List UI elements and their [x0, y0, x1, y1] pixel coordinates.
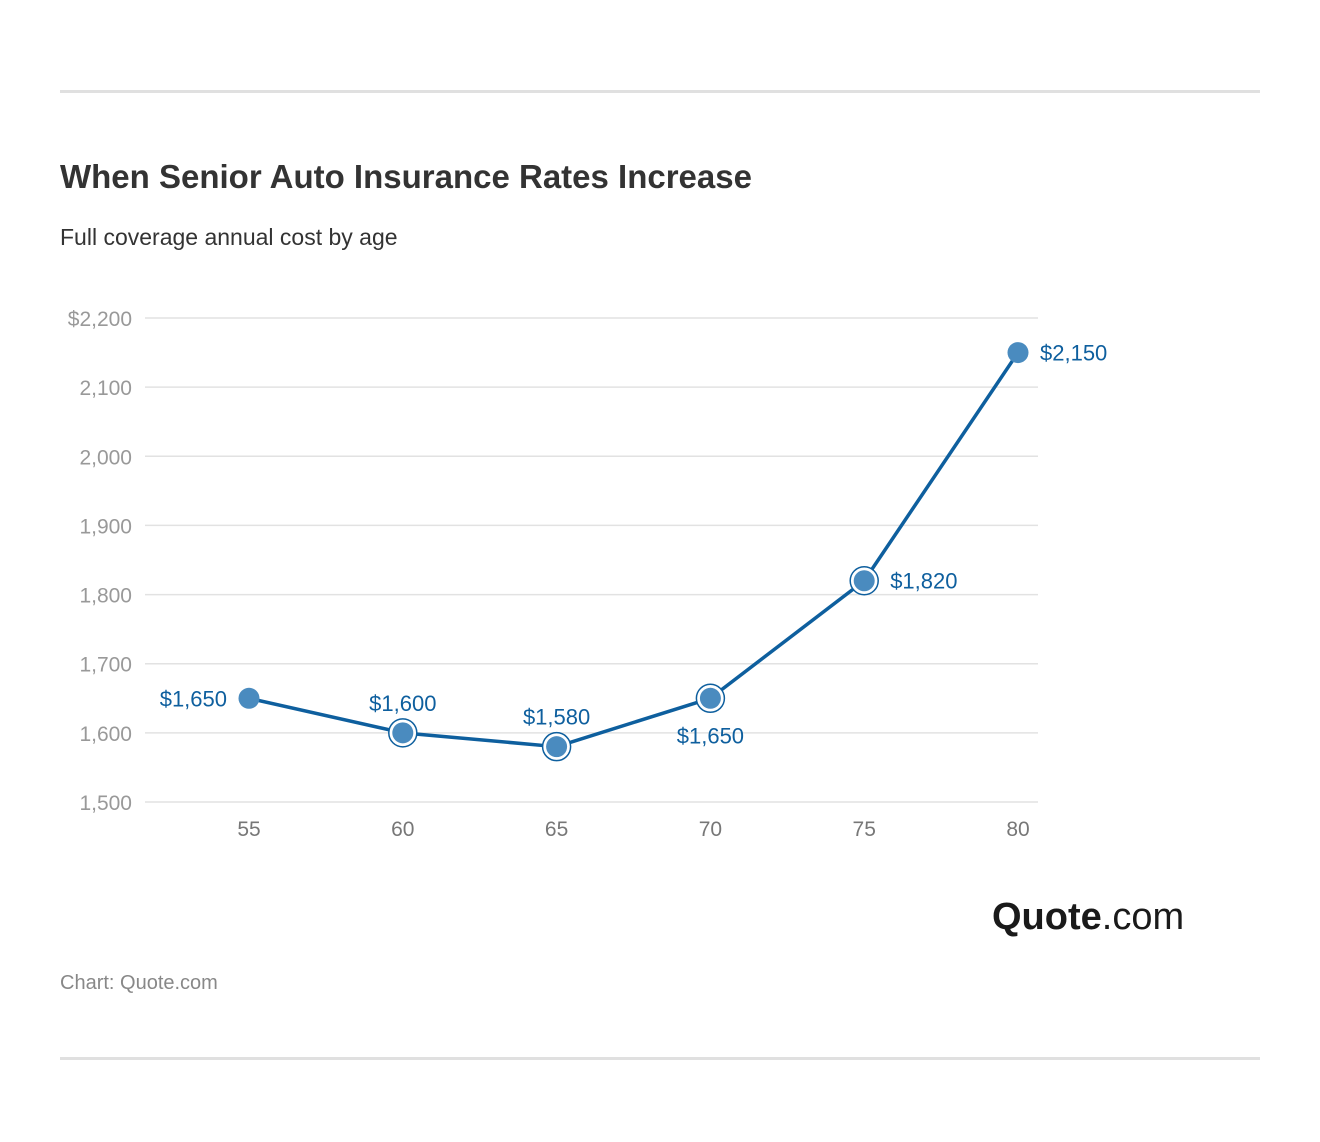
data-label: $1,650	[160, 686, 227, 711]
data-label: $1,600	[369, 691, 436, 716]
y-tick-label: 2,000	[79, 446, 132, 469]
quote-logo: Quote.com	[992, 896, 1185, 938]
x-tick-label: 65	[545, 818, 568, 841]
x-tick-label: 75	[853, 818, 876, 841]
x-tick-label: 60	[391, 818, 414, 841]
data-point	[546, 736, 568, 758]
y-tick-label: 2,100	[79, 377, 132, 400]
y-tick-label: 1,700	[79, 654, 132, 677]
y-tick-label: 1,600	[79, 723, 132, 746]
data-point	[238, 687, 260, 709]
data-label: $1,820	[890, 569, 957, 594]
y-tick-label: 1,800	[79, 585, 132, 608]
data-point	[392, 722, 414, 744]
data-point	[853, 570, 875, 592]
data-label: $1,650	[677, 723, 744, 748]
y-tick-label: 1,500	[79, 792, 132, 815]
top-divider	[60, 90, 1260, 93]
data-point	[699, 687, 721, 709]
series-line	[248, 351, 1020, 749]
chart-title: When Senior Auto Insurance Rates Increas…	[60, 158, 752, 195]
chart-source: Chart: Quote.com	[60, 972, 218, 994]
x-tick-label: 55	[237, 818, 260, 841]
data-label: $1,580	[523, 705, 590, 730]
x-tick-label: 70	[699, 818, 722, 841]
chart-subtitle: Full coverage annual cost by age	[60, 224, 398, 250]
bottom-divider	[60, 1057, 1260, 1060]
y-tick-label: $2,200	[68, 308, 132, 331]
data-point	[1007, 342, 1029, 364]
data-label: $2,150	[1040, 341, 1107, 366]
y-tick-label: 1,900	[79, 515, 132, 538]
x-tick-label: 80	[1006, 818, 1029, 841]
